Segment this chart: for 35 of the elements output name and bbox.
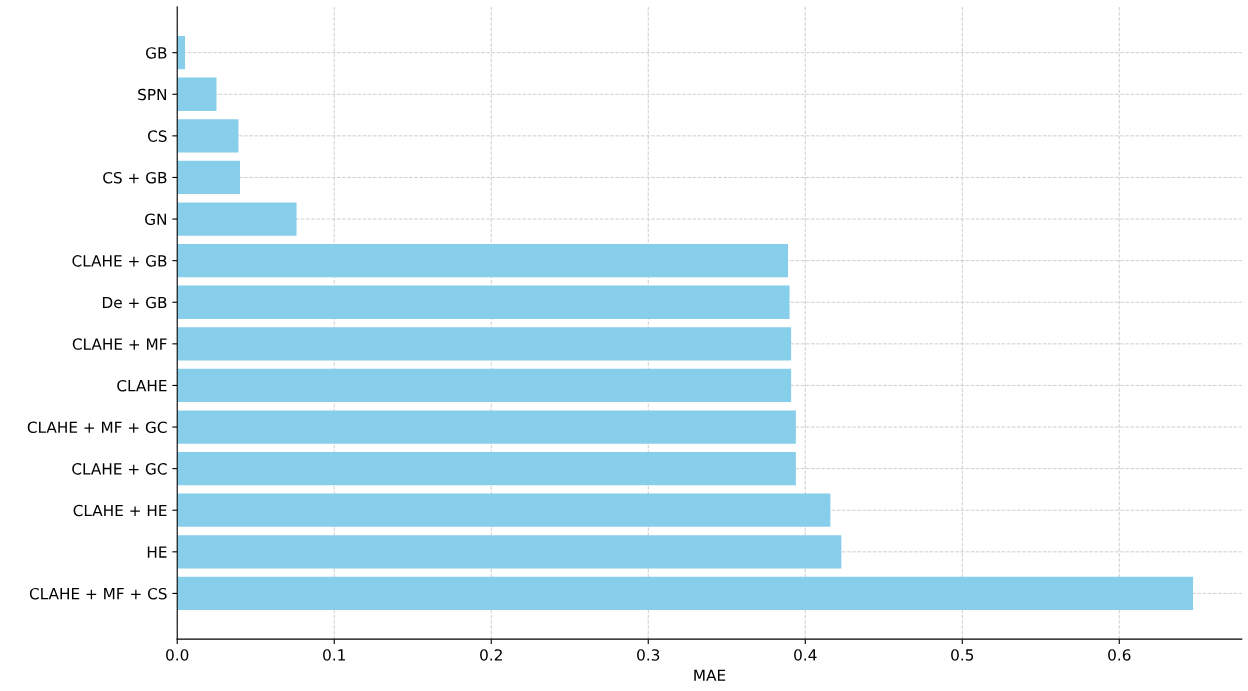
x-tick-label: 0.0	[166, 649, 189, 661]
bar	[177, 368, 792, 403]
y-tick-label: GB	[146, 47, 167, 59]
y-tick-label: CLAHE + GB	[72, 255, 167, 267]
y-tick-label: CLAHE + HE	[73, 504, 167, 517]
bar	[177, 410, 796, 444]
bar	[177, 119, 239, 153]
bar	[177, 285, 790, 319]
bar	[177, 244, 788, 278]
x-tick-label: 0.2	[480, 649, 502, 661]
y-tick-label: CLAHE + MF + CS	[29, 587, 167, 600]
y-tick-label: HE	[147, 546, 167, 558]
bar	[177, 327, 792, 361]
bar	[177, 160, 241, 195]
bar	[177, 451, 796, 486]
x-tick-label: 0.6	[1108, 649, 1131, 661]
bar	[177, 77, 217, 111]
y-tick-label: CLAHE	[117, 379, 167, 392]
x-axis-title: MAE	[694, 669, 726, 681]
bar	[177, 202, 297, 236]
y-tick-label: De + GB	[103, 296, 167, 309]
y-tick-label: CLAHE + MF + GC	[27, 421, 167, 434]
x-tick-label: 0.1	[323, 649, 345, 661]
y-tick-label: CS + GB	[103, 171, 167, 184]
bar	[177, 576, 1194, 611]
y-tick-label: GN	[145, 213, 166, 226]
y-tick-label: CLAHE + GC	[72, 463, 167, 475]
bar	[177, 493, 831, 527]
y-tick-label: CLAHE + MF	[72, 338, 167, 350]
y-tick-label: SPN	[138, 88, 166, 101]
x-tick-label: 0.4	[794, 649, 817, 661]
bar	[177, 535, 842, 569]
x-tick-label: 0.5	[951, 649, 974, 661]
y-tick-label: CS	[147, 130, 167, 142]
x-tick-label: 0.3	[637, 649, 660, 661]
